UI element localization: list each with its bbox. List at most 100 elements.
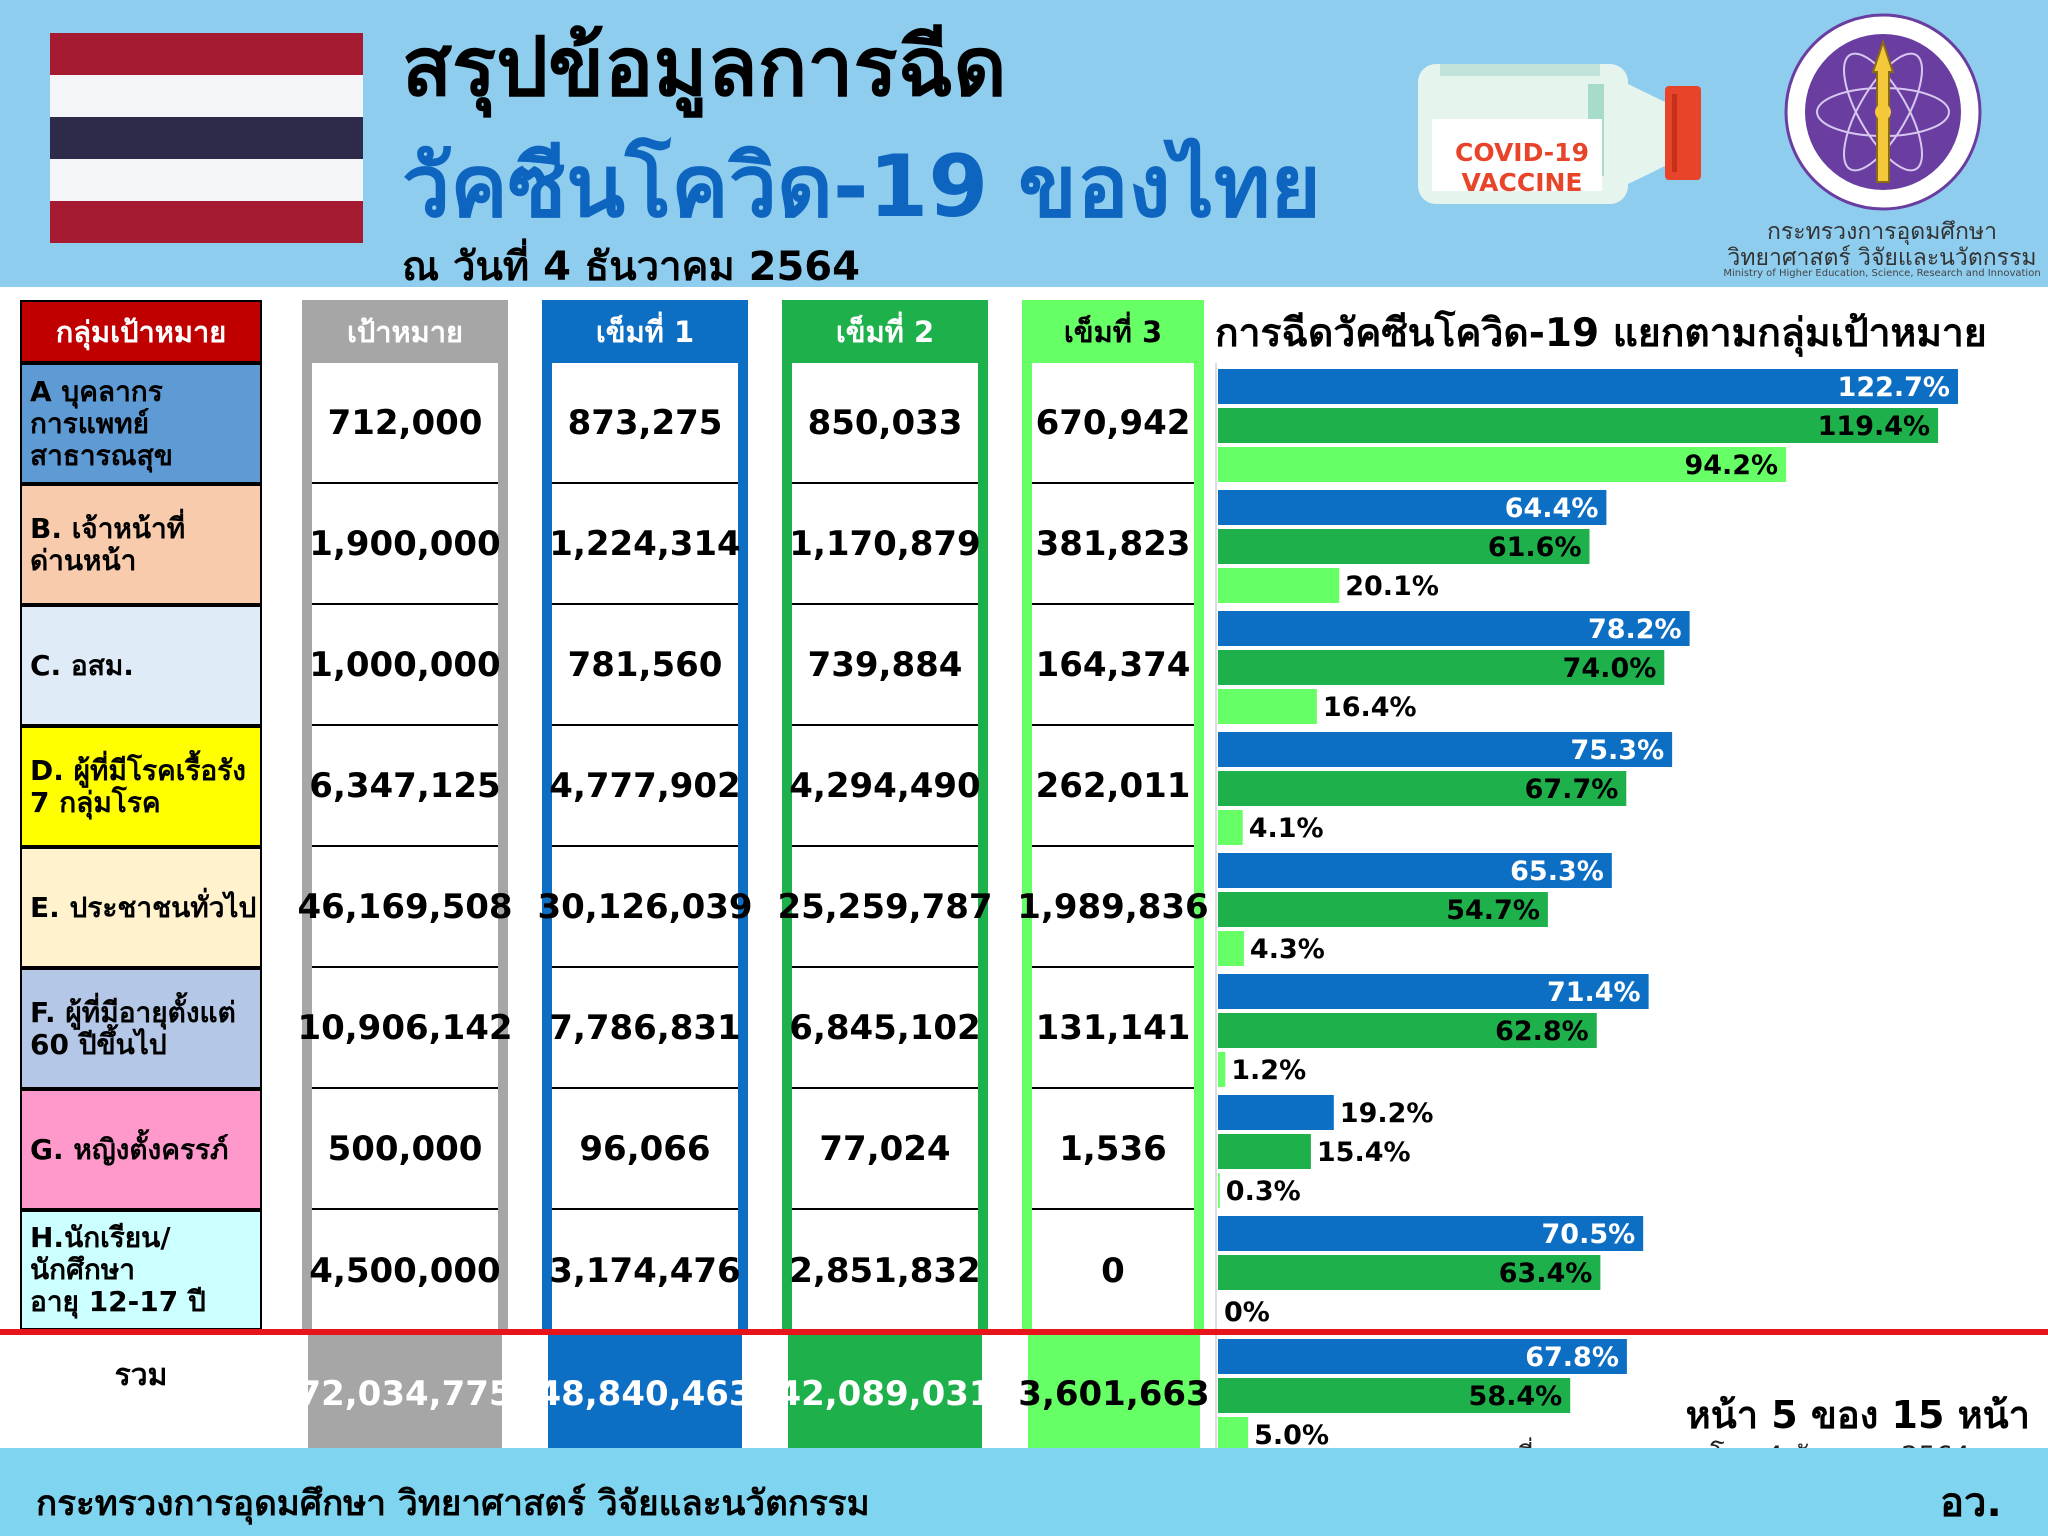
group-label-text: F. ผู้ที่มีอายุตั้งแต่ 60 ปีขึ้นไป	[30, 995, 236, 1061]
group-label-e: E. ประชาชนทั่วไป	[20, 847, 262, 968]
group-label-text: A บุคลากร การแพทย์ สาธารณสุข	[30, 374, 173, 472]
bar-label-dose3: 0.3%	[1226, 1176, 1301, 1207]
bar-dose1	[1218, 853, 1612, 888]
flag-stripe	[50, 201, 363, 243]
bar-label-dose3: 1.2%	[1231, 1055, 1306, 1086]
page-subtitle: วัคซีนโควิด-19 ของไทย	[402, 137, 1321, 237]
bar-dose3	[1218, 447, 1787, 482]
bar-label-dose2: 61.6%	[1488, 532, 1582, 563]
cell-dose2: 25,259,787	[777, 847, 993, 968]
cell-dose1: 1,224,314	[549, 484, 741, 605]
header-dose1: เข็มที่ 1	[542, 300, 748, 363]
chart-title: การฉีดวัคซีนโควิด-19 แยกตามกลุ่มเป้าหมาย	[1215, 311, 1987, 356]
cell-dose2: 6,845,102	[789, 968, 981, 1089]
bar-label-dose2: 62.8%	[1495, 1016, 1589, 1047]
cell-dose3: 0	[1101, 1250, 1125, 1291]
header-group: กลุ่มเป้าหมาย	[20, 300, 262, 363]
cell-dose2: 739,884	[792, 605, 978, 726]
bar-dose2	[1218, 892, 1548, 927]
bar-label-dose1: 71.4%	[1547, 977, 1641, 1008]
total-label: รวม	[114, 1357, 168, 1393]
group-label-d: D. ผู้ที่มีโรคเรื้อรัง 7 กลุ่มโรค	[20, 726, 262, 847]
group-label-h: H.นักเรียน/ นักศึกษา อายุ 12-17 ปี	[20, 1210, 262, 1330]
cell-dose1: 7,786,831	[549, 968, 741, 1089]
group-label-text: G. หญิงตั้งครรภ์	[30, 1132, 229, 1166]
cell-dose3: 262,011	[1032, 726, 1194, 847]
cell-target: 1,000,000	[309, 605, 501, 726]
cell-dose3: 164,374	[1032, 605, 1194, 726]
bar-label-dose1: 70.5%	[1542, 1219, 1636, 1250]
thai-flag	[50, 33, 363, 243]
ministry-name-line: กระทรวงการอุดมศึกษา	[1767, 219, 1997, 245]
bar-dose1	[1218, 732, 1673, 767]
bar-label-dose3: 5.0%	[1254, 1420, 1329, 1451]
bar-label-dose3: 20.1%	[1345, 571, 1439, 602]
cell-target: 46,169,508	[297, 847, 513, 968]
cell-dose1: 781,560	[552, 605, 738, 726]
bar-label-dose3: 0%	[1224, 1297, 1270, 1328]
total-dose1: 48,840,463	[537, 1335, 753, 1453]
bar-dose1	[1218, 369, 1958, 404]
bar-label-dose3: 94.2%	[1684, 450, 1778, 481]
bar-label-dose3: 4.3%	[1250, 934, 1325, 965]
footer-ministry: กระทรวงการอุดมศึกษา วิทยาศาสตร์ วิจัยและ…	[36, 1484, 870, 1524]
bar-label-dose3: 16.4%	[1323, 692, 1417, 723]
group-label-text: B. เจ้าหน้าที่ ด่านหน้า	[30, 511, 186, 577]
bar-dose3	[1218, 1052, 1226, 1087]
vaccine-label-line: VACCINE	[1461, 168, 1583, 197]
total-separator-line	[0, 1329, 2048, 1335]
bar-dose2	[1218, 650, 1665, 685]
bar-dose3	[1218, 931, 1244, 966]
cell-target: 4,500,000	[309, 1250, 501, 1291]
total-dose2: 42,089,031	[777, 1335, 993, 1453]
bar-label-dose1: 78.2%	[1588, 614, 1682, 645]
cell-target: 6,347,125	[309, 726, 501, 847]
cell-dose2: 850,033	[792, 363, 978, 484]
group-label-g: G. หญิงตั้งครรภ์	[20, 1089, 262, 1210]
bar-dose1	[1218, 490, 1607, 525]
bar-label-dose1: 64.4%	[1505, 493, 1599, 524]
bar-label-dose2: 74.0%	[1563, 653, 1657, 684]
cell-dose1: 873,275	[552, 363, 738, 484]
cell-dose3: 131,141	[1032, 968, 1194, 1089]
group-label-text: D. ผู้ที่มีโรคเรื้อรัง 7 กลุ่มโรค	[30, 753, 246, 819]
page-indicator: หน้า 5 ของ 15 หน้า	[1685, 1393, 2030, 1437]
cell-dose3: 381,823	[1032, 484, 1194, 605]
cell-dose1: 96,066	[552, 1089, 738, 1210]
ministry-name-line: วิทยาศาสตร์ วิจัยและนวัตกรรม	[1727, 245, 2037, 271]
vaccine-label: COVID-19 VACCINE	[1432, 138, 1612, 198]
column-dose3: 670,942 381,823 164,374 262,011 1,989,83…	[1017, 363, 1209, 1330]
cell-dose3: 1,989,836	[1017, 847, 1209, 968]
cell-dose2: 77,024	[792, 1089, 978, 1210]
ministry-name-english: Ministry of Higher Education, Science, R…	[1723, 268, 2041, 279]
total-target: 72,034,775	[297, 1335, 513, 1453]
bar-label-dose2: 15.4%	[1317, 1137, 1411, 1168]
report-date: ณ วันที่ 4 ธันวาคม 2564	[402, 244, 860, 290]
bar-dose2	[1218, 408, 1939, 443]
bar-label-dose2: 63.4%	[1499, 1258, 1593, 1289]
header-dose2: เข็มที่ 2	[782, 300, 988, 363]
cell-dose2: 4,294,490	[789, 726, 981, 847]
group-label-text: C. อสม.	[30, 648, 134, 682]
bar-label-dose3: 4.1%	[1249, 813, 1324, 844]
bar-dose1	[1218, 1339, 1627, 1374]
bar-dose2	[1218, 1134, 1311, 1169]
cell-dose1: 3,174,476	[549, 1250, 741, 1291]
vaccine-bottle-icon	[1418, 64, 1701, 204]
bar-label-dose1: 19.2%	[1340, 1098, 1434, 1129]
bar-label-dose1: 67.8%	[1525, 1342, 1619, 1373]
bar-label-dose1: 65.3%	[1510, 856, 1604, 887]
group-label-text: E. ประชาชนทั่วไป	[30, 890, 257, 924]
bar-dose2	[1218, 1378, 1571, 1413]
cell-dose2: 2,851,832	[789, 1250, 981, 1291]
cell-dose1: 30,126,039	[537, 847, 753, 968]
flag-stripe	[50, 159, 363, 201]
bar-dose1	[1218, 1216, 1644, 1251]
column-dose2: 850,033 1,170,879 739,884 4,294,490 25,2…	[777, 363, 993, 1330]
flag-stripe	[50, 117, 363, 159]
flag-stripe	[50, 33, 363, 75]
bar-label-dose1: 75.3%	[1570, 735, 1664, 766]
bar-dose3	[1218, 1173, 1220, 1208]
column-target: 712,000 1,900,000 1,000,000 6,347,125 46…	[297, 363, 513, 1330]
bar-dose3	[1218, 689, 1317, 724]
